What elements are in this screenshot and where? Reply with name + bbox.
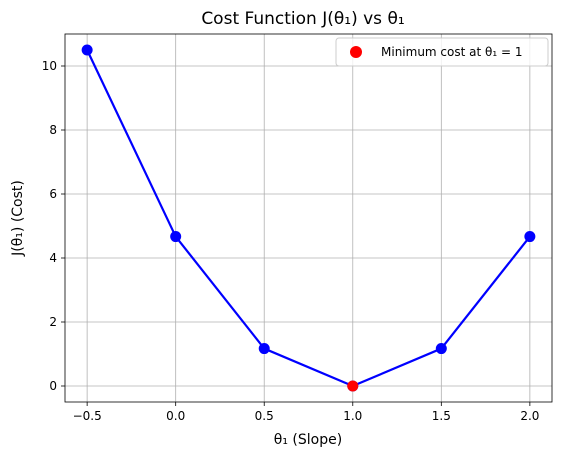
x-tick-label: 2.0 [520,409,539,423]
x-axis-ticks: −0.5 0.0 0.5 1.0 1.5 2.0 [73,402,539,423]
y-tick-label: 0 [49,379,57,393]
y-axis-ticks: 0 2 4 6 8 10 [42,59,65,393]
y-tick-label: 10 [42,59,57,73]
y-tick-label: 8 [49,123,57,137]
x-tick-label: 1.5 [432,409,451,423]
data-point [524,231,536,243]
x-tick-label: 1.0 [343,409,362,423]
data-point [258,343,270,355]
data-point [81,44,93,56]
legend-marker [350,46,362,58]
minimum-point [347,380,359,392]
legend-frame [335,37,549,67]
cost-line [86,49,531,388]
legend-label: Minimum cost at θ₁ = 1 [381,45,522,59]
data-point [170,231,182,243]
chart-title: Cost Function J(θ₁) vs θ₁ [201,9,404,29]
plot-frame [64,33,553,403]
y-axis-label: J(θ₁) (Cost) [10,180,26,257]
series-layer [81,44,536,392]
data-point [435,343,447,355]
legend: Minimum cost at θ₁ = 1 [335,37,549,67]
y-tick-label: 6 [49,187,57,201]
x-tick-label: 0.0 [166,409,185,423]
x-tick-label: −0.5 [73,409,102,423]
grid [65,34,552,402]
x-axis-label: θ₁ (Slope) [274,432,342,448]
y-tick-label: 4 [49,251,57,265]
y-tick-label: 2 [49,315,57,329]
x-tick-label: 0.5 [255,409,274,423]
